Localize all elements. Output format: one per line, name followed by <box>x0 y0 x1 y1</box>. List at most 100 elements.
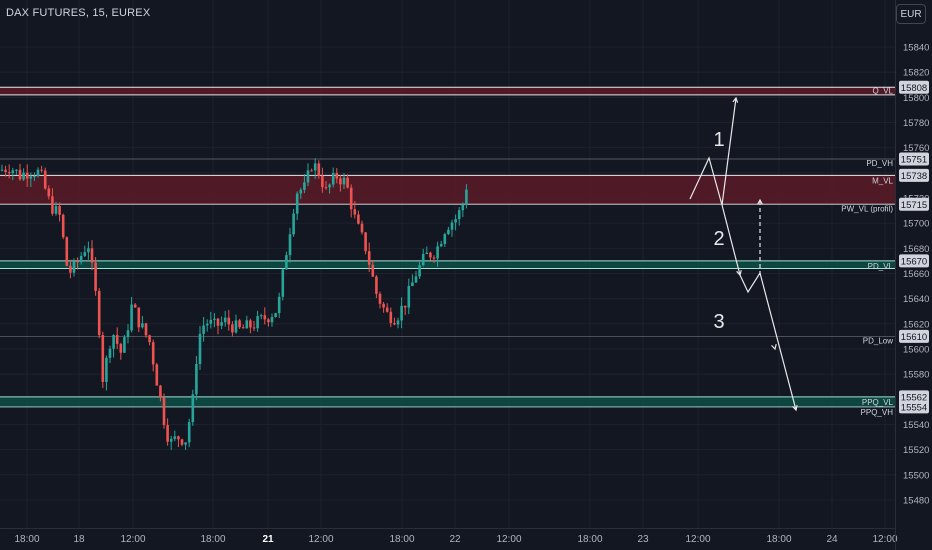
candle-body <box>25 172 29 179</box>
candle-body <box>51 196 54 214</box>
candle-body <box>378 293 382 304</box>
candle-body <box>429 252 432 258</box>
candle-body <box>249 320 252 328</box>
level-label: PPQ_VH <box>861 408 894 417</box>
candle-body <box>97 290 101 336</box>
price-tag <box>899 254 929 268</box>
x-tick-label: 12:00 <box>872 534 897 545</box>
candle-body <box>288 234 292 256</box>
x-tick-label: 23 <box>637 534 649 545</box>
candle-body <box>353 209 357 215</box>
candle-body <box>432 257 436 259</box>
candle-body <box>61 214 65 238</box>
candle-body <box>137 307 141 328</box>
candle-body <box>47 188 51 197</box>
candle-body <box>205 323 209 326</box>
candle-body <box>4 169 7 173</box>
candle-body <box>396 320 400 325</box>
candle-body <box>349 187 353 210</box>
candle-body <box>303 182 306 190</box>
y-tick-label: 15760 <box>903 143 929 154</box>
level-label: PD_Low <box>863 336 893 345</box>
level-label: PW_VL (profil) <box>841 204 893 213</box>
price-tag <box>899 329 929 343</box>
candle-body <box>126 330 130 338</box>
candle-body <box>231 324 234 333</box>
candle-body <box>234 320 238 333</box>
price-tag <box>899 400 929 414</box>
x-tick-label: 18:00 <box>766 534 791 545</box>
candle-body <box>198 333 202 364</box>
candle-body <box>33 176 36 178</box>
candle-body <box>321 175 324 188</box>
currency-button[interactable]: EUR <box>896 4 926 24</box>
candle-body <box>94 262 97 291</box>
candle-body <box>105 357 108 382</box>
x-tick-label: 12:00 <box>496 534 521 545</box>
candle-body <box>281 269 285 297</box>
candle-body <box>191 394 195 423</box>
candle-body <box>400 305 403 321</box>
price-tag-text: 15715 <box>901 200 927 211</box>
candle-body <box>7 172 11 174</box>
candle-body <box>101 335 105 382</box>
candle-body <box>418 265 421 277</box>
candle-body <box>375 276 378 294</box>
x-tick-label: 21 <box>262 534 274 545</box>
candle-body <box>108 348 112 358</box>
level-label: M_VL <box>872 176 893 185</box>
candle-body <box>443 234 447 244</box>
candle-body <box>454 219 457 223</box>
candle-body <box>18 169 22 180</box>
candle-body <box>360 223 364 233</box>
candle-body <box>123 337 126 353</box>
candle-body <box>36 169 40 177</box>
candle-body <box>465 189 468 205</box>
price-tag <box>899 390 929 404</box>
y-tick-label: 15640 <box>903 294 929 305</box>
candle-body <box>130 304 133 331</box>
x-tick-label: 24 <box>826 534 838 545</box>
level-label: PPQ_VL <box>862 398 894 407</box>
candle-body <box>184 442 187 445</box>
scenario-path-2 <box>721 204 741 276</box>
price-tag-text: 15738 <box>901 171 927 182</box>
candle-body <box>83 252 87 256</box>
price-tag-text: 15610 <box>901 332 927 343</box>
candle-body <box>324 187 328 189</box>
candle-body <box>151 342 155 365</box>
candle-body <box>367 251 371 265</box>
zone-q_vl <box>0 87 895 95</box>
y-tick-label: 15500 <box>903 470 929 481</box>
arrowhead <box>757 198 763 205</box>
candle-body <box>277 296 281 314</box>
candle-body <box>76 261 79 263</box>
candle-body <box>40 169 43 171</box>
candle-body <box>54 206 58 214</box>
zone-pd_vl <box>0 260 895 269</box>
arrowhead <box>736 270 742 277</box>
candle-body <box>119 343 123 353</box>
y-tick-label: 15840 <box>903 43 929 54</box>
arrowhead <box>732 96 739 103</box>
candle-body <box>223 317 227 323</box>
price-tag <box>899 152 929 166</box>
candle-body <box>252 327 256 329</box>
candle-body <box>159 385 162 398</box>
price-tag <box>899 197 929 211</box>
candle-body <box>393 323 396 325</box>
candle-body <box>414 276 418 283</box>
candle-body <box>299 189 303 194</box>
candle-body <box>90 248 94 263</box>
y-tick-label: 15800 <box>903 93 929 104</box>
candle-body <box>209 319 213 324</box>
candle-body <box>346 177 349 188</box>
candle-body <box>227 317 231 325</box>
zone-ppq_vl <box>0 396 895 407</box>
candle-body <box>65 237 69 266</box>
candle-body <box>11 170 15 174</box>
candle-body <box>385 307 389 312</box>
candle-body <box>58 206 61 215</box>
candle-body <box>115 335 119 344</box>
